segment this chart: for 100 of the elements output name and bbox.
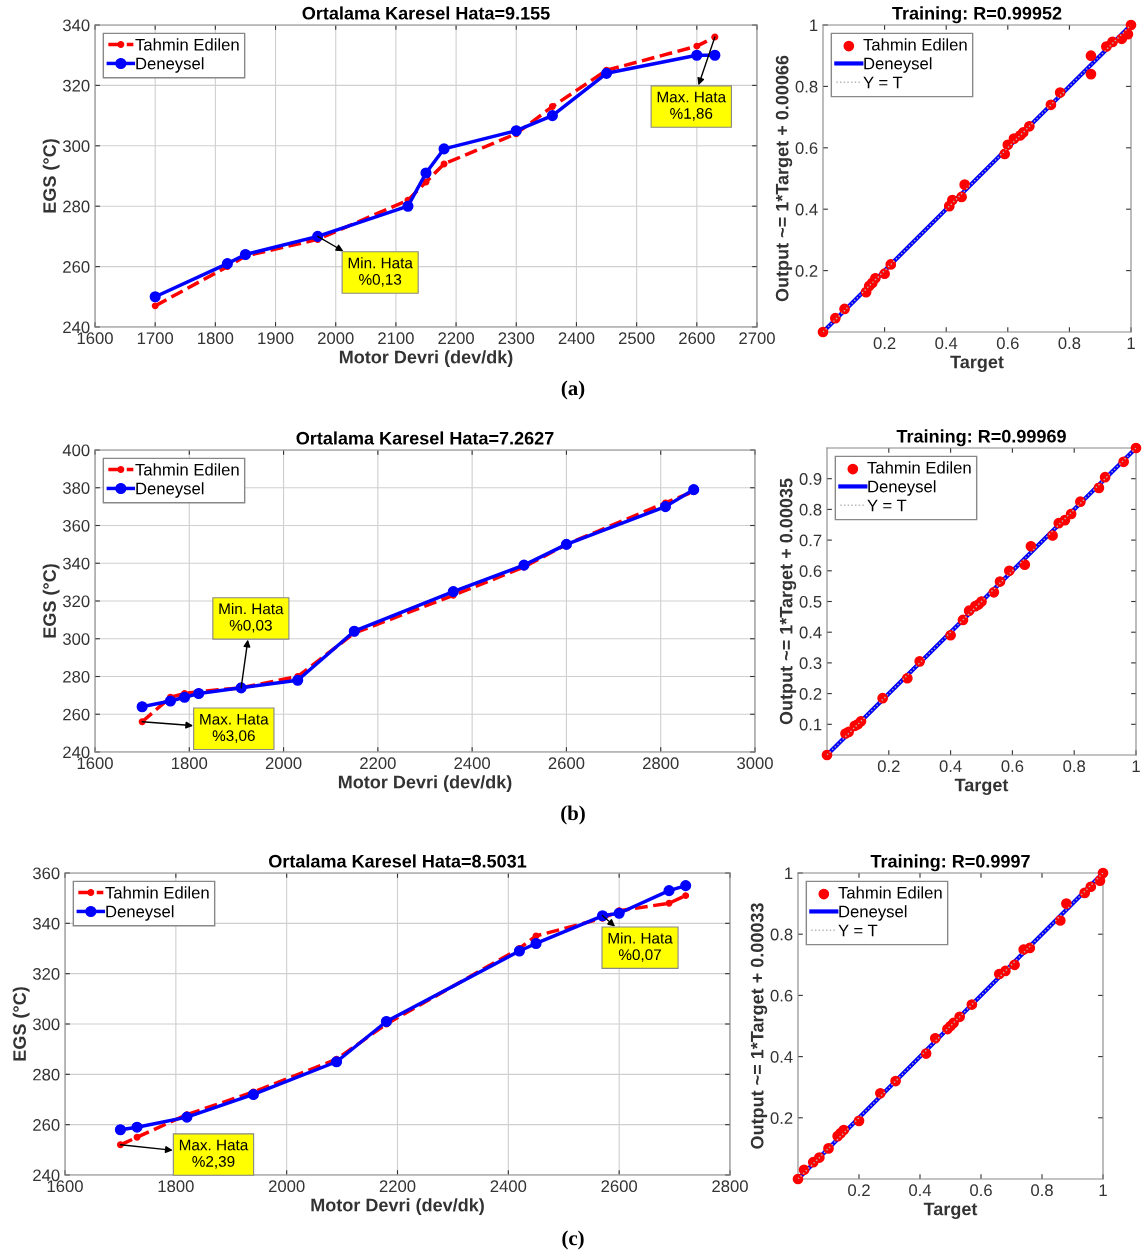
y-axis-title: Output ~= 1*Target + 0.00033 <box>750 903 768 1149</box>
y-tick-label: 320 <box>62 595 90 608</box>
y-tick-label: 300 <box>62 633 90 645</box>
y-tick-label: 0.6 <box>770 989 793 1002</box>
x-axis-title: Target <box>950 355 1004 373</box>
y-tick-label: 1 <box>810 19 818 32</box>
y-tick-label: 0.8 <box>770 928 793 941</box>
y-tick-label: 0.6 <box>795 142 818 154</box>
x-tick-label: 0.8 <box>1031 1184 1053 1197</box>
x-tick-label: 2200 <box>438 332 474 345</box>
y-tick-label: 0.2 <box>770 1112 793 1124</box>
chart-title: Training: R=0.9997 <box>870 854 1030 872</box>
x-tick-label: 1800 <box>172 757 208 770</box>
x-tick-label: 0.2 <box>848 1184 870 1197</box>
x-tick-label: 1600 <box>77 332 113 345</box>
chart-title: Training: R=0.99969 <box>896 429 1066 447</box>
x-tick-label: 2500 <box>618 332 655 345</box>
y-tick-label: 0.9 <box>799 473 822 485</box>
legend-label: Tahmin Edilen <box>863 38 967 51</box>
y-tick-label: 0.8 <box>795 80 818 93</box>
x-tick-label: 1 <box>1132 760 1140 772</box>
y-tick-label: 240 <box>33 1169 60 1182</box>
y-tick-label: 0.4 <box>795 203 818 216</box>
x-tick-label: 0.8 <box>1058 337 1081 350</box>
y-tick-label: 240 <box>63 321 90 334</box>
x-tick-label: 2600 <box>601 1180 638 1193</box>
x-axis-title: Target <box>954 778 1009 796</box>
y-tick-label: 380 <box>62 482 90 494</box>
y-tick-label: 340 <box>32 917 60 930</box>
y-tick-label: 0.7 <box>799 534 822 547</box>
y-tick-label: 0.8 <box>799 503 822 516</box>
x-tick-label: 0.6 <box>970 1184 992 1197</box>
y-tick-label: 260 <box>33 1119 60 1131</box>
legend-label: Y = T <box>838 924 878 937</box>
y-tick-label: 340 <box>62 19 90 32</box>
chart-title: Training: R=0.99952 <box>892 6 1062 24</box>
y-tick-label: 320 <box>62 79 90 92</box>
legend-label: Tahmin Edilen <box>105 886 209 899</box>
x-tick-label: 0.4 <box>939 760 962 773</box>
legend-label: Tahmin Edilen <box>135 463 239 476</box>
y-axis-title: Output ~= 1*Target + 0.00035 <box>779 478 797 725</box>
y-tick-label: 0.4 <box>799 626 822 639</box>
y-axis-title: EGS (°C) <box>12 987 30 1061</box>
y-tick-label: 0.2 <box>799 688 822 700</box>
y-tick-label: 300 <box>62 140 90 152</box>
y-tick-label: 240 <box>63 746 90 759</box>
chart-title: Ortalama Karesel Hata=9.155 <box>302 6 550 20</box>
y-tick-label: 0.5 <box>799 595 822 608</box>
x-axis-title: Target <box>923 1202 978 1220</box>
y-tick-label: 360 <box>32 867 60 880</box>
x-tick-label: 2200 <box>379 1180 416 1193</box>
y-tick-label: 0.4 <box>770 1051 793 1063</box>
legend-label: Deneysel <box>136 482 204 498</box>
legend-label: Deneysel <box>106 905 174 921</box>
x-tick-label: 2800 <box>712 1180 748 1193</box>
y-axis-title: Output ~= 1*Target + 0.00066 <box>775 55 793 302</box>
chart-title: Ortalama Karesel Hata=8.5031 <box>269 854 527 868</box>
annotation: Max. Hata %3,06 <box>200 713 269 743</box>
x-tick-label: 2800 <box>643 757 679 770</box>
x-tick-label: 1600 <box>47 1180 83 1193</box>
annotation: Min. Hata %0,03 <box>219 603 284 633</box>
x-tick-label: 0.4 <box>935 337 958 350</box>
y-tick-label: 360 <box>62 519 90 532</box>
y-tick-label: 1 <box>785 867 793 880</box>
x-tick-label: 2100 <box>378 332 414 345</box>
x-tick-label: 2000 <box>265 757 302 770</box>
text: (a) <box>561 380 585 400</box>
legend-label: Y = T <box>867 499 907 512</box>
x-tick-label: 0.8 <box>1063 760 1086 773</box>
annotation: Max. Hata %1,86 <box>657 91 727 121</box>
x-tick-label: 2400 <box>454 757 491 770</box>
x-tick-label: 1800 <box>158 1180 194 1193</box>
x-tick-label: 2600 <box>679 332 715 345</box>
x-tick-label: 0.2 <box>877 760 900 773</box>
x-tick-label: 2000 <box>268 1180 305 1193</box>
legend-label: Tahmin Edilen <box>135 38 239 51</box>
legend-label: Tahmin Edilen <box>838 886 942 899</box>
annotation: Max. Hata %2,39 <box>179 1139 249 1169</box>
x-tick-label: 1 <box>1099 1184 1107 1196</box>
y-tick-label: 260 <box>63 261 90 273</box>
y-tick-label: 0.3 <box>799 657 822 670</box>
y-tick-label: 300 <box>32 1018 60 1031</box>
x-tick-label: 2000 <box>318 332 354 345</box>
legend-label: Deneysel <box>136 57 204 73</box>
y-tick-label: 280 <box>33 1068 60 1081</box>
x-tick-label: 1600 <box>77 757 113 770</box>
x-tick-label: 1700 <box>137 332 174 345</box>
x-tick-label: 1900 <box>258 332 294 345</box>
x-tick-label: 0.6 <box>996 337 1019 350</box>
y-tick-label: 0.6 <box>799 565 822 577</box>
x-tick-label: 1 <box>1127 337 1135 349</box>
x-tick-label: 2400 <box>490 1180 527 1193</box>
y-tick-label: 280 <box>63 200 90 213</box>
x-tick-label: 0.4 <box>909 1184 932 1197</box>
y-tick-label: 400 <box>62 444 90 457</box>
text: (c) <box>562 1230 584 1250</box>
x-tick-label: 2400 <box>558 332 595 345</box>
x-tick-label: 3000 <box>737 757 773 770</box>
x-tick-label: 1800 <box>198 332 234 345</box>
x-tick-label: 0.6 <box>1001 760 1024 773</box>
